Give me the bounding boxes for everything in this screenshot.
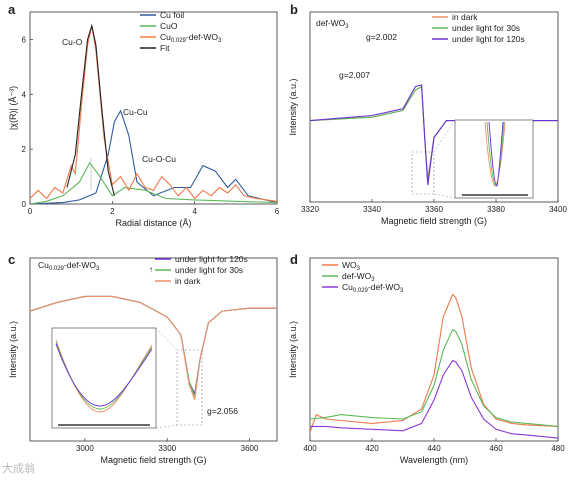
annotation-sample: def-WO3 (316, 18, 349, 30)
legend-label: Cu0.029-def-WO3 (160, 32, 222, 44)
x-tick-label: 3300 (158, 444, 176, 453)
y-axis-label: Intensity (a.u.) (288, 78, 298, 135)
x-tick-label: 2 (110, 207, 115, 216)
legend-label: under light for 120s (175, 254, 248, 264)
panel-c: c 3000 3300 3600 Magnetic field strength (G)… (8, 252, 278, 465)
legend-label: CuO (160, 21, 178, 31)
x-tick-label: 400 (303, 444, 317, 453)
legend-label: under light for 120s (452, 34, 525, 44)
x-axis-label: Magnetic field strength (G) (381, 216, 487, 226)
legend-label: in dark (452, 12, 478, 22)
legend-label: Fit (160, 43, 170, 53)
legend-label: Cu0.029-def-WO3 (342, 282, 404, 294)
x-tick-label: 3600 (241, 444, 259, 453)
x-tick-label: 4 (192, 207, 197, 216)
series-line-1 (30, 161, 277, 204)
y-tick-label: 4 (22, 90, 27, 99)
panel-d: d 400 420 440 460 480 Wavelength (nm) Intensity… (288, 252, 565, 465)
legend-label: def-WO3 (342, 271, 375, 283)
legend-label: in dark (175, 276, 201, 286)
panel-b: b 3320 3340 3360 3380 3400 Magnetic field stre… (288, 2, 567, 226)
annotation-g-2002: g=2.002 (366, 32, 397, 42)
x-tick-label: 440 (427, 444, 441, 453)
series-line-3 (66, 23, 115, 196)
x-tick-label: 0 (28, 207, 33, 216)
x-tick-label: 6 (275, 207, 280, 216)
legend-label: Cu foil (160, 10, 184, 20)
x-tick-label: 3360 (425, 205, 443, 214)
panel-letter-d: d (290, 252, 298, 267)
inset-curve (55, 343, 153, 407)
arrow-glyph: ↑ (149, 265, 153, 274)
panel-letter-a: a (8, 2, 16, 17)
series-line-2 (30, 295, 277, 400)
plot-frame (29, 11, 278, 205)
zoom-box (176, 349, 203, 426)
watermark: 大成翁 (2, 462, 35, 475)
series-line-0 (30, 109, 277, 204)
y-axis-label: Intensity (a.u.) (288, 321, 298, 378)
x-axis-label: Radial distance (Å) (115, 218, 191, 228)
x-tick-label: 3340 (363, 205, 381, 214)
inset-frame (51, 327, 157, 429)
y-tick-label: 2 (22, 145, 27, 154)
x-tick-label: 3400 (549, 205, 567, 214)
panel-a: a 0 2 4 6 0 2 4 6 Radial distance (Å) |χ(R)| (Å⁻³)… (8, 2, 280, 228)
inset-connector (155, 424, 178, 429)
inset-curve (484, 121, 506, 187)
x-tick-label: 460 (489, 444, 503, 453)
plot-frame (29, 257, 278, 442)
x-tick-label: 480 (551, 444, 565, 453)
inset-connector (433, 119, 456, 153)
x-tick-label: 3380 (487, 205, 505, 214)
x-tick-label: 3000 (76, 444, 94, 453)
series-line-1 (310, 328, 558, 427)
inset-curve (486, 121, 505, 187)
x-tick-label: 3320 (301, 205, 319, 214)
legend-label: under light for 30s (175, 265, 243, 275)
y-tick-label: 6 (22, 35, 27, 44)
annotation-sample: Cu0.029-def-WO3 (38, 260, 100, 272)
y-tick-label: 0 (22, 200, 27, 209)
series-line-2 (310, 359, 558, 439)
annotation-g-2056: g=2.056 (207, 406, 238, 416)
legend-label: under light for 30s (452, 23, 520, 33)
annotation-g-2007: g=2.007 (339, 70, 370, 80)
inset-curve (488, 121, 504, 187)
legend-label: WO3 (342, 260, 361, 272)
inset-connector (433, 193, 456, 199)
inset-connector (155, 327, 178, 351)
annotation-cu-o: Cu-O (62, 37, 83, 47)
x-axis-label: Magnetic field strength (G) (100, 455, 206, 465)
x-tick-label: 420 (365, 444, 379, 453)
series-line-0 (310, 293, 558, 433)
y-axis-label: Intensity (a.u.) (8, 321, 18, 378)
panel-letter-c: c (8, 252, 15, 267)
panel-letter-b: b (290, 2, 298, 17)
annotation-cu-cu: Cu-Cu (123, 107, 148, 117)
series-line-2 (30, 25, 277, 202)
annotation-cu-o-cu: Cu-O-Cu (142, 154, 176, 164)
x-axis-label: Wavelength (nm) (400, 455, 468, 465)
y-axis-label: |χ(R)| (Å⁻³) (8, 86, 18, 130)
inset-frame (454, 119, 534, 199)
